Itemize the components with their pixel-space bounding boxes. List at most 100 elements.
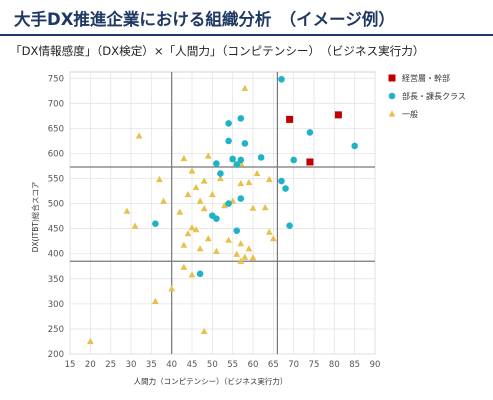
legend-marker-circle <box>388 92 396 100</box>
data-point-circle <box>233 227 241 234</box>
legend-marker-triangle <box>388 110 396 117</box>
data-point-triangle <box>237 240 245 247</box>
x-tick-label: 25 <box>105 360 116 370</box>
grid <box>69 71 376 355</box>
axis-ticks: 15 20 25 30 35 40 45 50 55 60 65 70 75 80 85 90 200 250 30… <box>48 74 381 370</box>
data-point-circle <box>237 156 245 164</box>
data-point-triangle <box>184 190 192 198</box>
x-tick-label: 50 <box>207 360 218 370</box>
x-tick-label: 65 <box>268 360 279 370</box>
data-point-triangle <box>188 271 196 278</box>
data-point-triangle <box>123 207 131 214</box>
data-point-circle <box>278 177 285 185</box>
x-axis-label: 人間力（コンピテンシー）（ビジネス実行力） <box>134 376 288 386</box>
y-tick-label: 250 <box>48 325 64 335</box>
quadrant-lines <box>70 72 375 354</box>
data-point-circle <box>152 220 159 227</box>
x-tick-label: 80 <box>329 360 340 370</box>
data-point-triangle <box>180 263 188 270</box>
x-tick-label: 55 <box>227 360 238 370</box>
data-point-circle <box>225 200 232 207</box>
data-point-triangle <box>241 84 249 91</box>
data-point-triangle <box>265 175 273 183</box>
title-bar: 大手DX推進企業における組織分析 （イメージ例） <box>0 0 493 36</box>
data-point-circle <box>225 120 232 127</box>
x-tick-label: 30 <box>126 360 137 370</box>
data-point-triangle <box>184 230 192 237</box>
data-point-triangle <box>188 167 196 174</box>
data-point-triangle <box>249 204 257 211</box>
data-point-triangle <box>135 132 143 139</box>
data-point-triangle <box>192 226 200 233</box>
data-point-circle <box>257 154 265 161</box>
data-point-circle <box>225 137 232 145</box>
chart-subtitle: 「DX情報感度」（DX検定）×「人間力」（コンピテンシー） （ビジネス実行力） <box>10 44 425 58</box>
y-tick-label: 550 <box>48 175 64 185</box>
data-point-circle <box>237 195 245 202</box>
data-point-square <box>306 158 314 166</box>
data-point-circle <box>290 156 297 164</box>
plot-frame <box>69 71 376 355</box>
data-point-triangle <box>249 254 257 261</box>
x-tick-label: 60 <box>248 360 259 370</box>
data-point-circle <box>213 215 220 222</box>
data-point-triangle <box>269 235 277 242</box>
title-divider <box>0 34 493 36</box>
y-tick-label: 600 <box>48 149 64 159</box>
data-points <box>86 75 358 345</box>
y-tick-label: 700 <box>48 99 64 109</box>
data-point-circle <box>237 115 245 122</box>
data-point-triangle <box>180 241 188 248</box>
data-point-triangle <box>213 247 220 254</box>
y-tick-label: 350 <box>48 275 64 285</box>
data-point-triangle <box>237 179 245 187</box>
data-point-triangle <box>196 197 204 204</box>
data-point-triangle <box>253 169 261 177</box>
data-point-square <box>286 115 294 123</box>
data-point-triangle <box>196 245 204 252</box>
data-point-triangle <box>131 222 139 229</box>
data-point-triangle <box>180 154 188 162</box>
y-tick-label: 750 <box>48 74 64 84</box>
y-tick-label: 450 <box>48 225 64 235</box>
data-point-triangle <box>241 253 249 260</box>
data-point-triangle <box>221 202 228 209</box>
data-point-triangle <box>168 285 176 292</box>
legend-label: 部長・課長クラス <box>402 91 466 101</box>
data-point-triangle <box>200 327 208 335</box>
y-tick-label: 400 <box>48 250 64 260</box>
page-title: 大手DX推進企業における組織分析 （イメージ例） <box>14 10 395 29</box>
data-point-triangle <box>176 208 184 215</box>
data-point-triangle <box>261 204 269 211</box>
data-point-circle <box>351 142 358 150</box>
y-tick-label: 300 <box>48 300 64 310</box>
data-point-triangle <box>233 250 241 257</box>
x-tick-label: 75 <box>309 360 320 370</box>
data-point-circle <box>241 140 249 147</box>
data-point-square <box>334 111 342 119</box>
data-point-circle <box>217 170 224 177</box>
x-tick-label: 15 <box>65 360 76 370</box>
data-point-triangle <box>265 228 273 235</box>
data-point-circle <box>286 222 293 229</box>
x-tick-label: 35 <box>146 360 157 370</box>
legend-label: 経営層・幹部 <box>402 73 450 83</box>
data-point-triangle <box>160 197 167 204</box>
x-tick-label: 40 <box>166 360 177 370</box>
data-point-triangle <box>245 245 253 252</box>
y-tick-label: 650 <box>48 124 64 134</box>
data-point-triangle <box>192 183 200 191</box>
data-point-triangle <box>200 177 208 184</box>
data-point-circle <box>233 161 241 168</box>
data-point-circle <box>278 75 285 83</box>
data-point-triangle <box>237 257 245 264</box>
data-point-circle <box>213 160 220 167</box>
data-point-triangle <box>188 224 196 231</box>
data-point-triangle <box>86 337 94 345</box>
data-point-circle <box>306 129 314 136</box>
data-point-triangle <box>225 236 232 243</box>
data-point-triangle <box>245 178 253 186</box>
x-tick-label: 85 <box>349 360 360 370</box>
